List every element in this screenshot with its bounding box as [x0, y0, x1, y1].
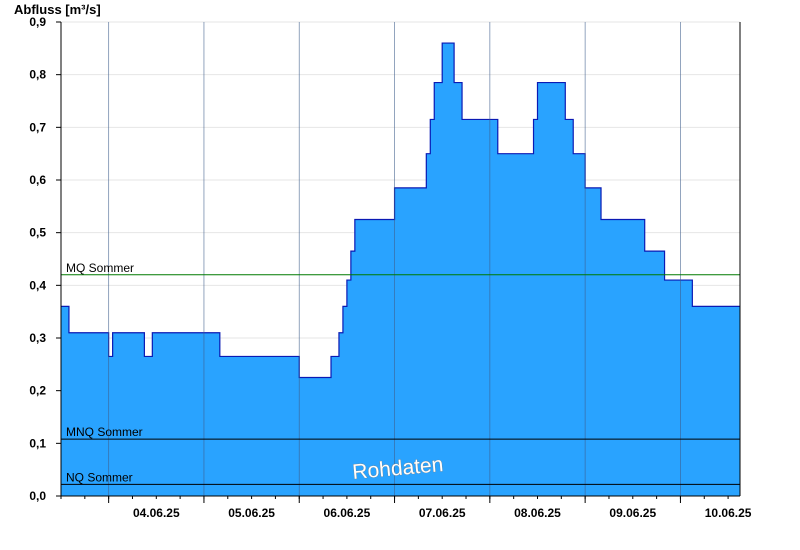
- y-tick-label: 0,4: [29, 278, 46, 292]
- y-tick-label: 0,6: [29, 173, 46, 187]
- reference-label: MNQ Sommer: [66, 425, 143, 439]
- y-tick-label: 0,5: [29, 226, 46, 240]
- y-tick-label: 0,8: [29, 68, 46, 82]
- y-tick-label: 0,1: [29, 436, 46, 450]
- y-tick-label: 0,0: [29, 489, 46, 503]
- y-tick-label: 0,7: [29, 120, 46, 134]
- y-axis-label: Abfluss [m³/s]: [14, 2, 101, 17]
- x-tick-label: 04.06.25: [133, 506, 180, 520]
- discharge-area: [61, 43, 740, 497]
- reference-label: MQ Sommer: [66, 261, 134, 275]
- reference-label: NQ Sommer: [66, 470, 133, 484]
- x-tick-label: 08.06.25: [514, 506, 561, 520]
- y-tick-label: 0,2: [29, 384, 46, 398]
- discharge-line: [61, 42, 740, 379]
- x-tick-label: 09.06.25: [609, 506, 656, 520]
- y-tick-label: 0,9: [29, 15, 46, 29]
- x-tick-label: 07.06.25: [419, 506, 466, 520]
- x-tick-label: 05.06.25: [228, 506, 275, 520]
- x-tick-label: 06.06.25: [324, 506, 371, 520]
- x-tick-label: 10.06.25: [705, 506, 752, 520]
- y-tick-label: 0,3: [29, 331, 46, 345]
